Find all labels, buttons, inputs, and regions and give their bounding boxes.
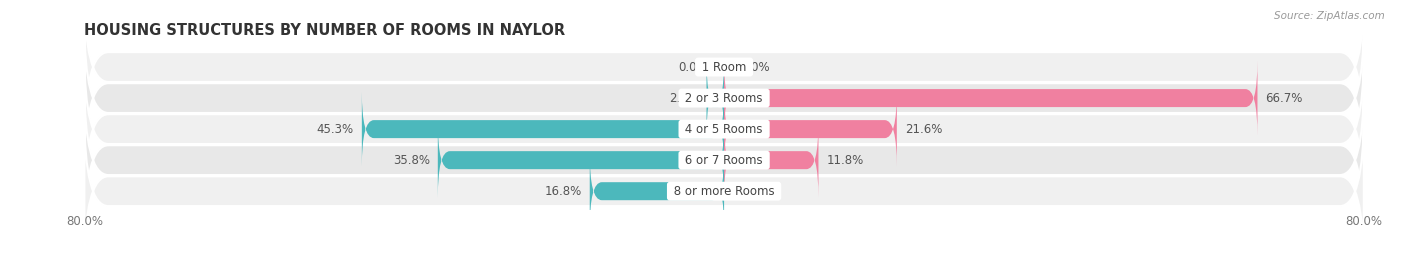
FancyBboxPatch shape [589, 154, 724, 229]
FancyBboxPatch shape [724, 123, 818, 198]
Text: 0.0%: 0.0% [679, 61, 709, 73]
Text: HOUSING STRUCTURES BY NUMBER OF ROOMS IN NAYLOR: HOUSING STRUCTURES BY NUMBER OF ROOMS IN… [84, 23, 565, 38]
FancyBboxPatch shape [84, 82, 1364, 238]
Text: 11.8%: 11.8% [827, 154, 863, 167]
Text: 16.8%: 16.8% [544, 185, 582, 198]
FancyBboxPatch shape [724, 91, 897, 167]
Text: 2 or 3 Rooms: 2 or 3 Rooms [682, 91, 766, 105]
FancyBboxPatch shape [361, 91, 724, 167]
Text: 8 or more Rooms: 8 or more Rooms [669, 185, 779, 198]
Text: 0.0%: 0.0% [740, 185, 769, 198]
FancyBboxPatch shape [84, 20, 1364, 176]
Text: 21.6%: 21.6% [905, 123, 942, 136]
FancyBboxPatch shape [84, 113, 1364, 269]
Text: 6 or 7 Rooms: 6 or 7 Rooms [682, 154, 766, 167]
FancyBboxPatch shape [84, 51, 1364, 207]
FancyBboxPatch shape [706, 61, 724, 136]
Text: 35.8%: 35.8% [392, 154, 430, 167]
Text: 45.3%: 45.3% [316, 123, 354, 136]
Text: Source: ZipAtlas.com: Source: ZipAtlas.com [1274, 11, 1385, 21]
Text: 4 or 5 Rooms: 4 or 5 Rooms [682, 123, 766, 136]
FancyBboxPatch shape [724, 61, 1257, 136]
Text: 66.7%: 66.7% [1265, 91, 1303, 105]
FancyBboxPatch shape [437, 123, 724, 198]
FancyBboxPatch shape [84, 0, 1364, 145]
Text: 1 Room: 1 Room [697, 61, 751, 73]
Text: 0.0%: 0.0% [740, 61, 769, 73]
Text: 2.2%: 2.2% [669, 91, 699, 105]
